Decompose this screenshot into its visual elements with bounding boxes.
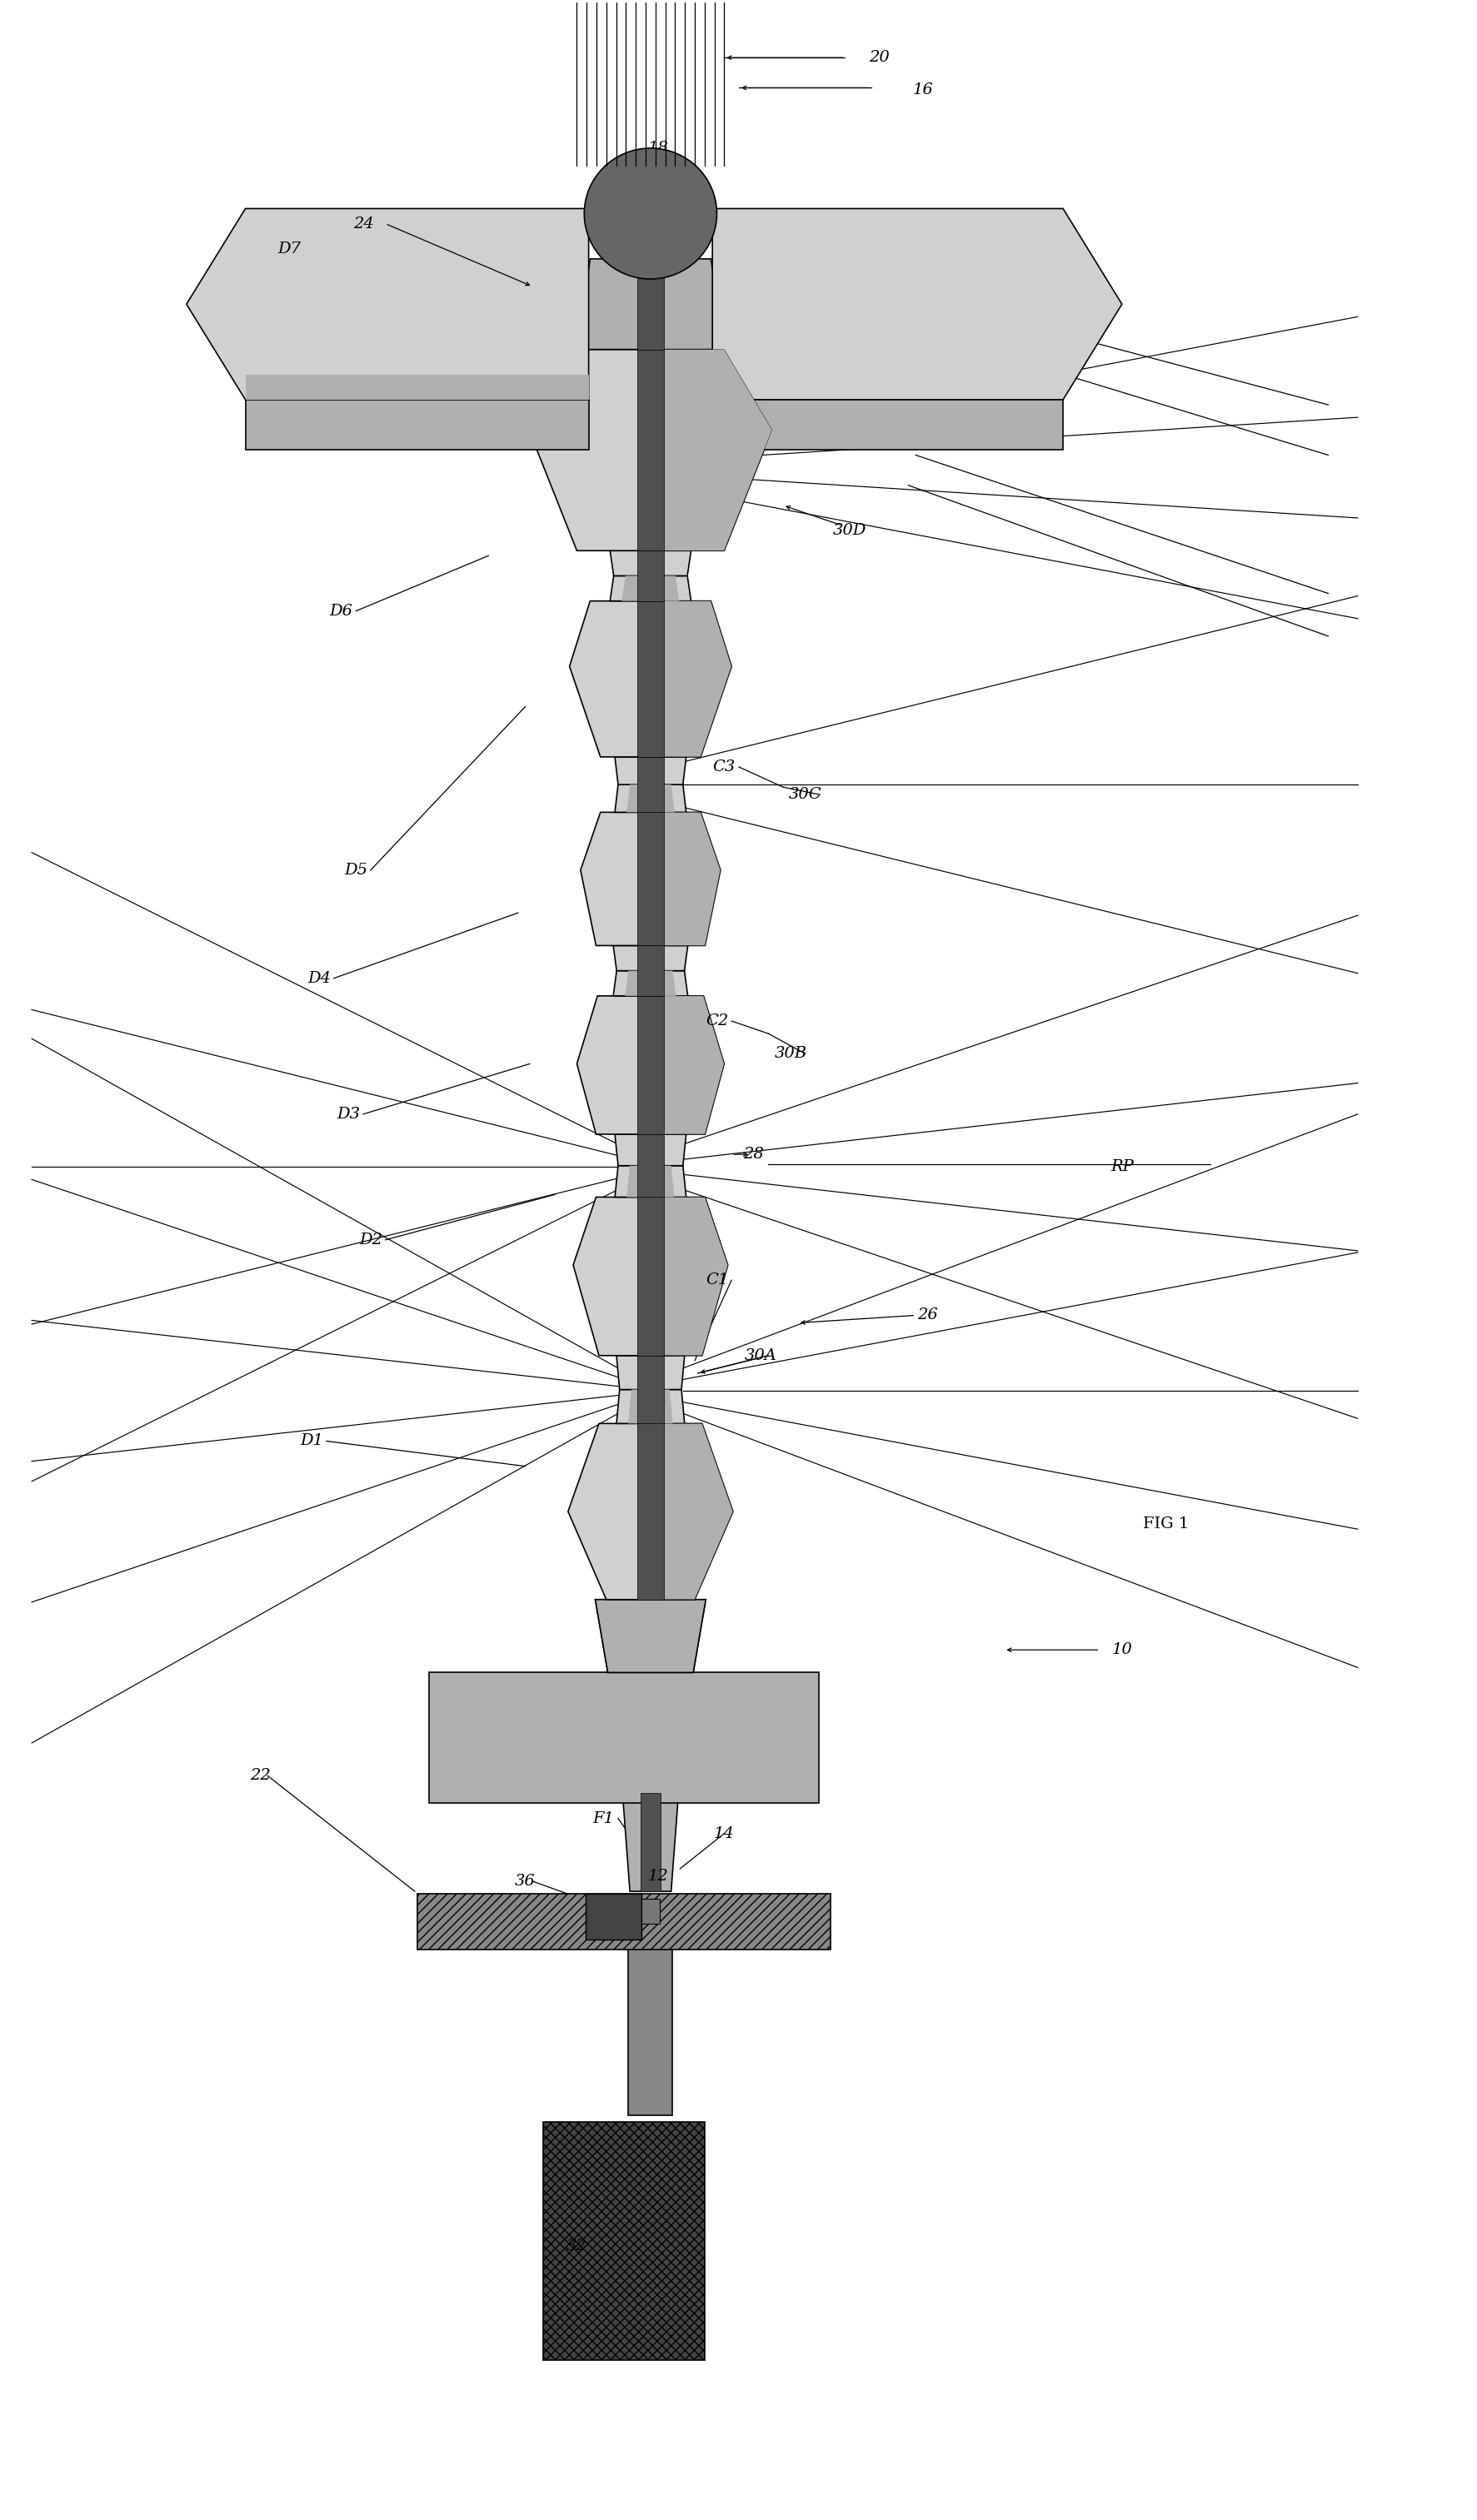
Polygon shape (626, 1167, 674, 1197)
Text: 22: 22 (250, 1769, 270, 1784)
Text: D7: D7 (278, 242, 301, 257)
Text: RP: RP (1109, 1159, 1133, 1174)
Text: D4: D4 (307, 970, 331, 985)
Bar (542, 2122, 705, 2361)
Text: 26: 26 (917, 1308, 938, 1323)
Polygon shape (569, 600, 731, 756)
Polygon shape (625, 970, 675, 995)
Text: 30C: 30C (789, 786, 821, 801)
Polygon shape (637, 350, 663, 552)
Text: 12: 12 (647, 1870, 668, 1885)
Text: 16: 16 (913, 83, 933, 98)
Text: 14: 14 (713, 1827, 734, 1842)
Polygon shape (614, 756, 685, 784)
Polygon shape (613, 970, 687, 995)
Text: C1: C1 (705, 1273, 728, 1288)
Polygon shape (637, 756, 663, 811)
Text: FIG 1: FIG 1 (1143, 1517, 1189, 1532)
Text: D1: D1 (300, 1434, 323, 1449)
Polygon shape (576, 260, 724, 350)
Polygon shape (614, 1134, 685, 1167)
Polygon shape (637, 1424, 663, 1600)
Polygon shape (637, 552, 663, 600)
Polygon shape (573, 1197, 728, 1356)
Polygon shape (662, 995, 724, 1134)
Text: 24: 24 (353, 217, 374, 232)
Polygon shape (628, 1389, 672, 1424)
Bar (418, 1895, 830, 1948)
Polygon shape (245, 209, 588, 401)
Text: 30B: 30B (774, 1046, 806, 1061)
Polygon shape (567, 1424, 733, 1600)
Polygon shape (662, 811, 721, 945)
Polygon shape (614, 1167, 685, 1197)
Polygon shape (637, 1356, 663, 1424)
Text: D6: D6 (329, 602, 353, 617)
Polygon shape (628, 1935, 672, 2114)
Text: 30D: 30D (832, 524, 866, 539)
Bar (585, 1895, 641, 1940)
Polygon shape (616, 1356, 684, 1389)
Polygon shape (637, 1197, 663, 1356)
Text: F1: F1 (592, 1812, 614, 1827)
Polygon shape (616, 1389, 684, 1424)
Polygon shape (529, 350, 771, 552)
Text: D3: D3 (337, 1106, 360, 1121)
Polygon shape (637, 995, 663, 1134)
Polygon shape (622, 1794, 678, 1893)
Text: 28: 28 (743, 1147, 764, 1162)
Polygon shape (610, 552, 691, 575)
Polygon shape (595, 1600, 706, 1673)
Polygon shape (712, 209, 1121, 401)
Polygon shape (580, 811, 721, 945)
Text: C3: C3 (712, 759, 736, 774)
Polygon shape (637, 945, 663, 995)
Polygon shape (610, 575, 691, 600)
Polygon shape (712, 401, 1062, 451)
Polygon shape (637, 260, 663, 350)
Polygon shape (662, 1197, 728, 1356)
Polygon shape (637, 600, 663, 756)
Polygon shape (576, 995, 724, 1134)
Polygon shape (626, 784, 674, 811)
Text: 18: 18 (647, 141, 668, 156)
Polygon shape (637, 811, 663, 945)
Text: 10: 10 (1111, 1643, 1131, 1658)
Polygon shape (662, 350, 771, 552)
Text: 32: 32 (566, 2238, 586, 2253)
Polygon shape (637, 1134, 663, 1197)
Polygon shape (662, 1424, 733, 1600)
Text: D5: D5 (344, 862, 368, 877)
Polygon shape (186, 209, 588, 401)
Ellipse shape (583, 149, 716, 280)
Text: D2: D2 (359, 1232, 383, 1247)
Polygon shape (662, 600, 731, 756)
Polygon shape (595, 1600, 706, 1673)
Polygon shape (613, 945, 687, 970)
Text: 30A: 30A (744, 1348, 777, 1363)
Text: 36: 36 (514, 1875, 535, 1890)
Polygon shape (245, 401, 588, 451)
Text: C2: C2 (705, 1013, 728, 1028)
Text: 20: 20 (868, 50, 889, 66)
Bar (641, 1900, 659, 1925)
Polygon shape (614, 784, 685, 811)
Polygon shape (640, 1794, 660, 1893)
Polygon shape (622, 575, 679, 600)
Bar (428, 1673, 818, 1804)
